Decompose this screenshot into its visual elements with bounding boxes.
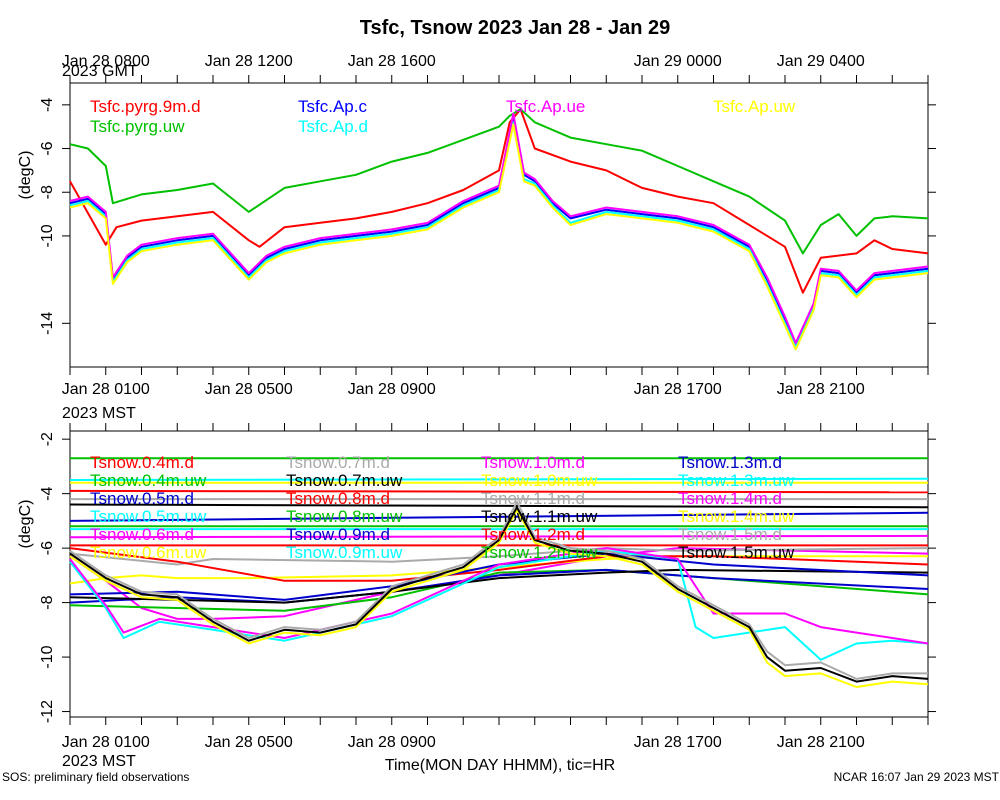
legend-Tsnow-0-7m-d: Tsnow.0.7m.d — [286, 453, 390, 472]
mid-axis-units-label: 2023 MST — [62, 405, 136, 422]
series-line-Tsnow-1-1m-uw — [69, 568, 929, 604]
tsnow-ytick-label: -2 — [39, 432, 56, 446]
legend-Tsnow-1-3m-d: Tsnow.1.3m.d — [678, 453, 782, 472]
tsnow-ytick-label: -10 — [39, 645, 56, 668]
mid-axis-tick-label: Jan 28 0500 — [205, 381, 293, 398]
series-line-Tsnow-1-5m-uw — [69, 506, 929, 683]
legend-Tsnow-0-8m-uw: Tsnow.0.8m.uw — [286, 507, 403, 526]
legend-Tsnow-1-1m-uw: Tsnow.1.1m.uw — [481, 507, 598, 526]
bottom-axis-tick-label: Jan 28 0500 — [205, 734, 293, 751]
series-line-Tsnow-0-7m-uw — [69, 503, 929, 509]
bottom-axis-units-label: 2023 MST — [62, 753, 136, 770]
legend-Tsnow-0-8m-d: Tsnow.0.8m.d — [286, 489, 390, 508]
legend-Tsfc-pyrg-uw: Tsfc.pyrg.uw — [90, 117, 185, 136]
series-line-Tsnow-1-4m-uw — [69, 509, 929, 688]
tsfc-ytick-label: -4 — [39, 98, 56, 112]
series-line-Tsnow-0-4m-d — [69, 489, 929, 494]
series-line-Tsnow-0-5m-uw — [69, 477, 929, 481]
legend-Tsnow-0-5m-uw: Tsnow.0.5m.uw — [90, 507, 207, 526]
series-line-Tsnow-0-5m-d — [69, 511, 929, 522]
bottom-axis-tick-label: Jan 28 1700 — [634, 734, 722, 751]
legend-Tsnow-0-9m-d: Tsnow.0.9m.d — [286, 525, 390, 544]
tsfc-ytick-label: -14 — [39, 312, 56, 335]
bottom-axis-tick-label: Jan 28 0900 — [348, 734, 436, 751]
bottom-axis-tick-label: Jan 28 0100 — [62, 734, 150, 751]
legend-Tsnow-1-4m-d: Tsnow.1.4m.d — [678, 489, 782, 508]
series-line-Tsfc-pyrg-uw — [69, 108, 929, 255]
legend-Tsnow-1-4m-uw: Tsnow.1.4m.uw — [678, 507, 795, 526]
series-line-Tsfc-Ap-ue — [69, 112, 929, 344]
mid-axis-tick-label: Jan 28 2100 — [777, 381, 865, 398]
tsnow-y-axis-label: (degC) — [17, 500, 34, 549]
series-line-Tsfc-Ap-c — [69, 117, 929, 347]
tsfc-ytick-label: -8 — [39, 185, 56, 199]
legend-Tsfc-Ap-c: Tsfc.Ap.c — [298, 97, 367, 116]
legend-Tsnow-1-3m-uw: Tsnow.1.3m.uw — [678, 471, 795, 490]
footer-right: NCAR 16:07 Jan 29 2023 MST — [834, 770, 1000, 784]
legend-Tsnow-1-0m-uw: Tsnow.1.0m.uw — [481, 471, 598, 490]
mid-axis-tick-label: Jan 28 0900 — [348, 381, 436, 398]
bottom-axis-tick-label: Jan 28 2100 — [777, 734, 865, 751]
plot-panels: -14 -10 -8 -6 -4 (degC) Tsfc.pyrg.9m.dTsfc.pyr… — [17, 53, 936, 751]
footer-left: SOS: preliminary field observations — [2, 770, 189, 784]
tsnow-ytick-label: -8 — [39, 595, 56, 609]
legend-Tsnow-0-5m-d: Tsnow.0.5m.d — [90, 489, 194, 508]
x-axis-label: Time(MON DAY HHMM), tic=HR — [385, 757, 615, 774]
top-axis-tick-label: Jan 28 1200 — [205, 53, 293, 70]
legend-Tsfc-Ap-ue: Tsfc.Ap.ue — [506, 97, 585, 116]
legend-Tsfc-Ap-uw: Tsfc.Ap.uw — [713, 97, 796, 116]
legend-Tsnow-0-6m-uw: Tsnow.0.6m.uw — [90, 543, 207, 562]
top-axis-tick-label: Jan 29 0400 — [777, 53, 865, 70]
tsfc-ytick-label: -10 — [39, 224, 56, 247]
legend-Tsnow-0-4m-uw: Tsnow.0.4m.uw — [90, 471, 207, 490]
series-line-Tsfc-Ap-uw — [69, 123, 929, 351]
legend-Tsnow-1-2m-uw: Tsnow.1.2m.uw — [481, 543, 598, 562]
legend-Tsnow-0-7m-uw: Tsnow.0.7m.uw — [286, 471, 403, 490]
series-line-Tsnow-1-3m-uw — [69, 549, 929, 661]
tsnow-ytick-label: -6 — [39, 541, 56, 555]
legend-Tsnow-1-1m-d: Tsnow.1.1m.d — [481, 489, 585, 508]
top-axis-tick-label: Jan 28 0800 — [62, 53, 150, 70]
top-axis-tick-label: Jan 28 1600 — [348, 53, 436, 70]
legend-Tsfc-pyrg-9m-d: Tsfc.pyrg.9m.d — [90, 97, 201, 116]
tsfc-ytick-label: -6 — [39, 141, 56, 155]
tsfc-y-axis-label: (degC) — [17, 151, 34, 200]
series-line-Tsnow-0-9m-d — [69, 568, 929, 604]
legend-Tsfc-Ap-d: Tsfc.Ap.d — [298, 117, 368, 136]
top-axis-units-label: 2023 GMT — [62, 63, 138, 80]
legend-Tsnow-1-2m-d: Tsnow.1.2m.d — [481, 525, 585, 544]
tsnow-ytick-label: -12 — [39, 700, 56, 723]
legend-Tsnow-0-4m-d: Tsnow.0.4m.d — [90, 453, 194, 472]
series-line-Tsnow-1-4m-d — [69, 547, 929, 645]
legend-Tsnow-0-6m-d: Tsnow.0.6m.d — [90, 525, 194, 544]
series-line-Tsfc-pyrg-9m-d — [69, 108, 929, 294]
legend-Tsnow-1-0m-d: Tsnow.1.0m.d — [481, 453, 585, 472]
series-line-Tsnow-1-5m-d — [69, 500, 928, 680]
mid-axis-tick-label: Jan 28 1700 — [634, 381, 722, 398]
legend-Tsnow-1-5m-d: Tsnow.1.5m.d — [678, 525, 782, 544]
top-axis-tick-label: Jan 29 0000 — [634, 53, 722, 70]
chart-title: Tsfc, Tsnow 2023 Jan 28 - Jan 29 — [360, 17, 671, 39]
legend-Tsnow-1-5m-uw: Tsnow.1.5m.uw — [678, 543, 795, 562]
legend-Tsnow-0-9m-uw: Tsnow.0.9m.uw — [286, 543, 403, 562]
tsnow-ytick-label: -4 — [39, 486, 56, 500]
mid-axis-tick-label: Jan 28 0100 — [62, 381, 150, 398]
